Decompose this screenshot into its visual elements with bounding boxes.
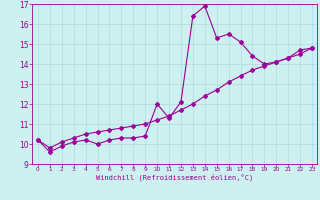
X-axis label: Windchill (Refroidissement éolien,°C): Windchill (Refroidissement éolien,°C) [96,174,253,181]
